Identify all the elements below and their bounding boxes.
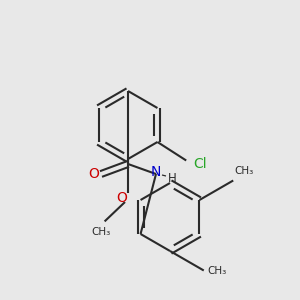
Text: CH₃: CH₃ <box>91 227 110 237</box>
Text: CH₃: CH₃ <box>234 167 254 176</box>
Text: N: N <box>151 165 161 179</box>
Text: O: O <box>117 191 128 205</box>
Text: CH₃: CH₃ <box>208 266 227 275</box>
Text: Cl: Cl <box>193 157 207 170</box>
Text: O: O <box>88 167 99 181</box>
Text: H: H <box>168 172 176 184</box>
